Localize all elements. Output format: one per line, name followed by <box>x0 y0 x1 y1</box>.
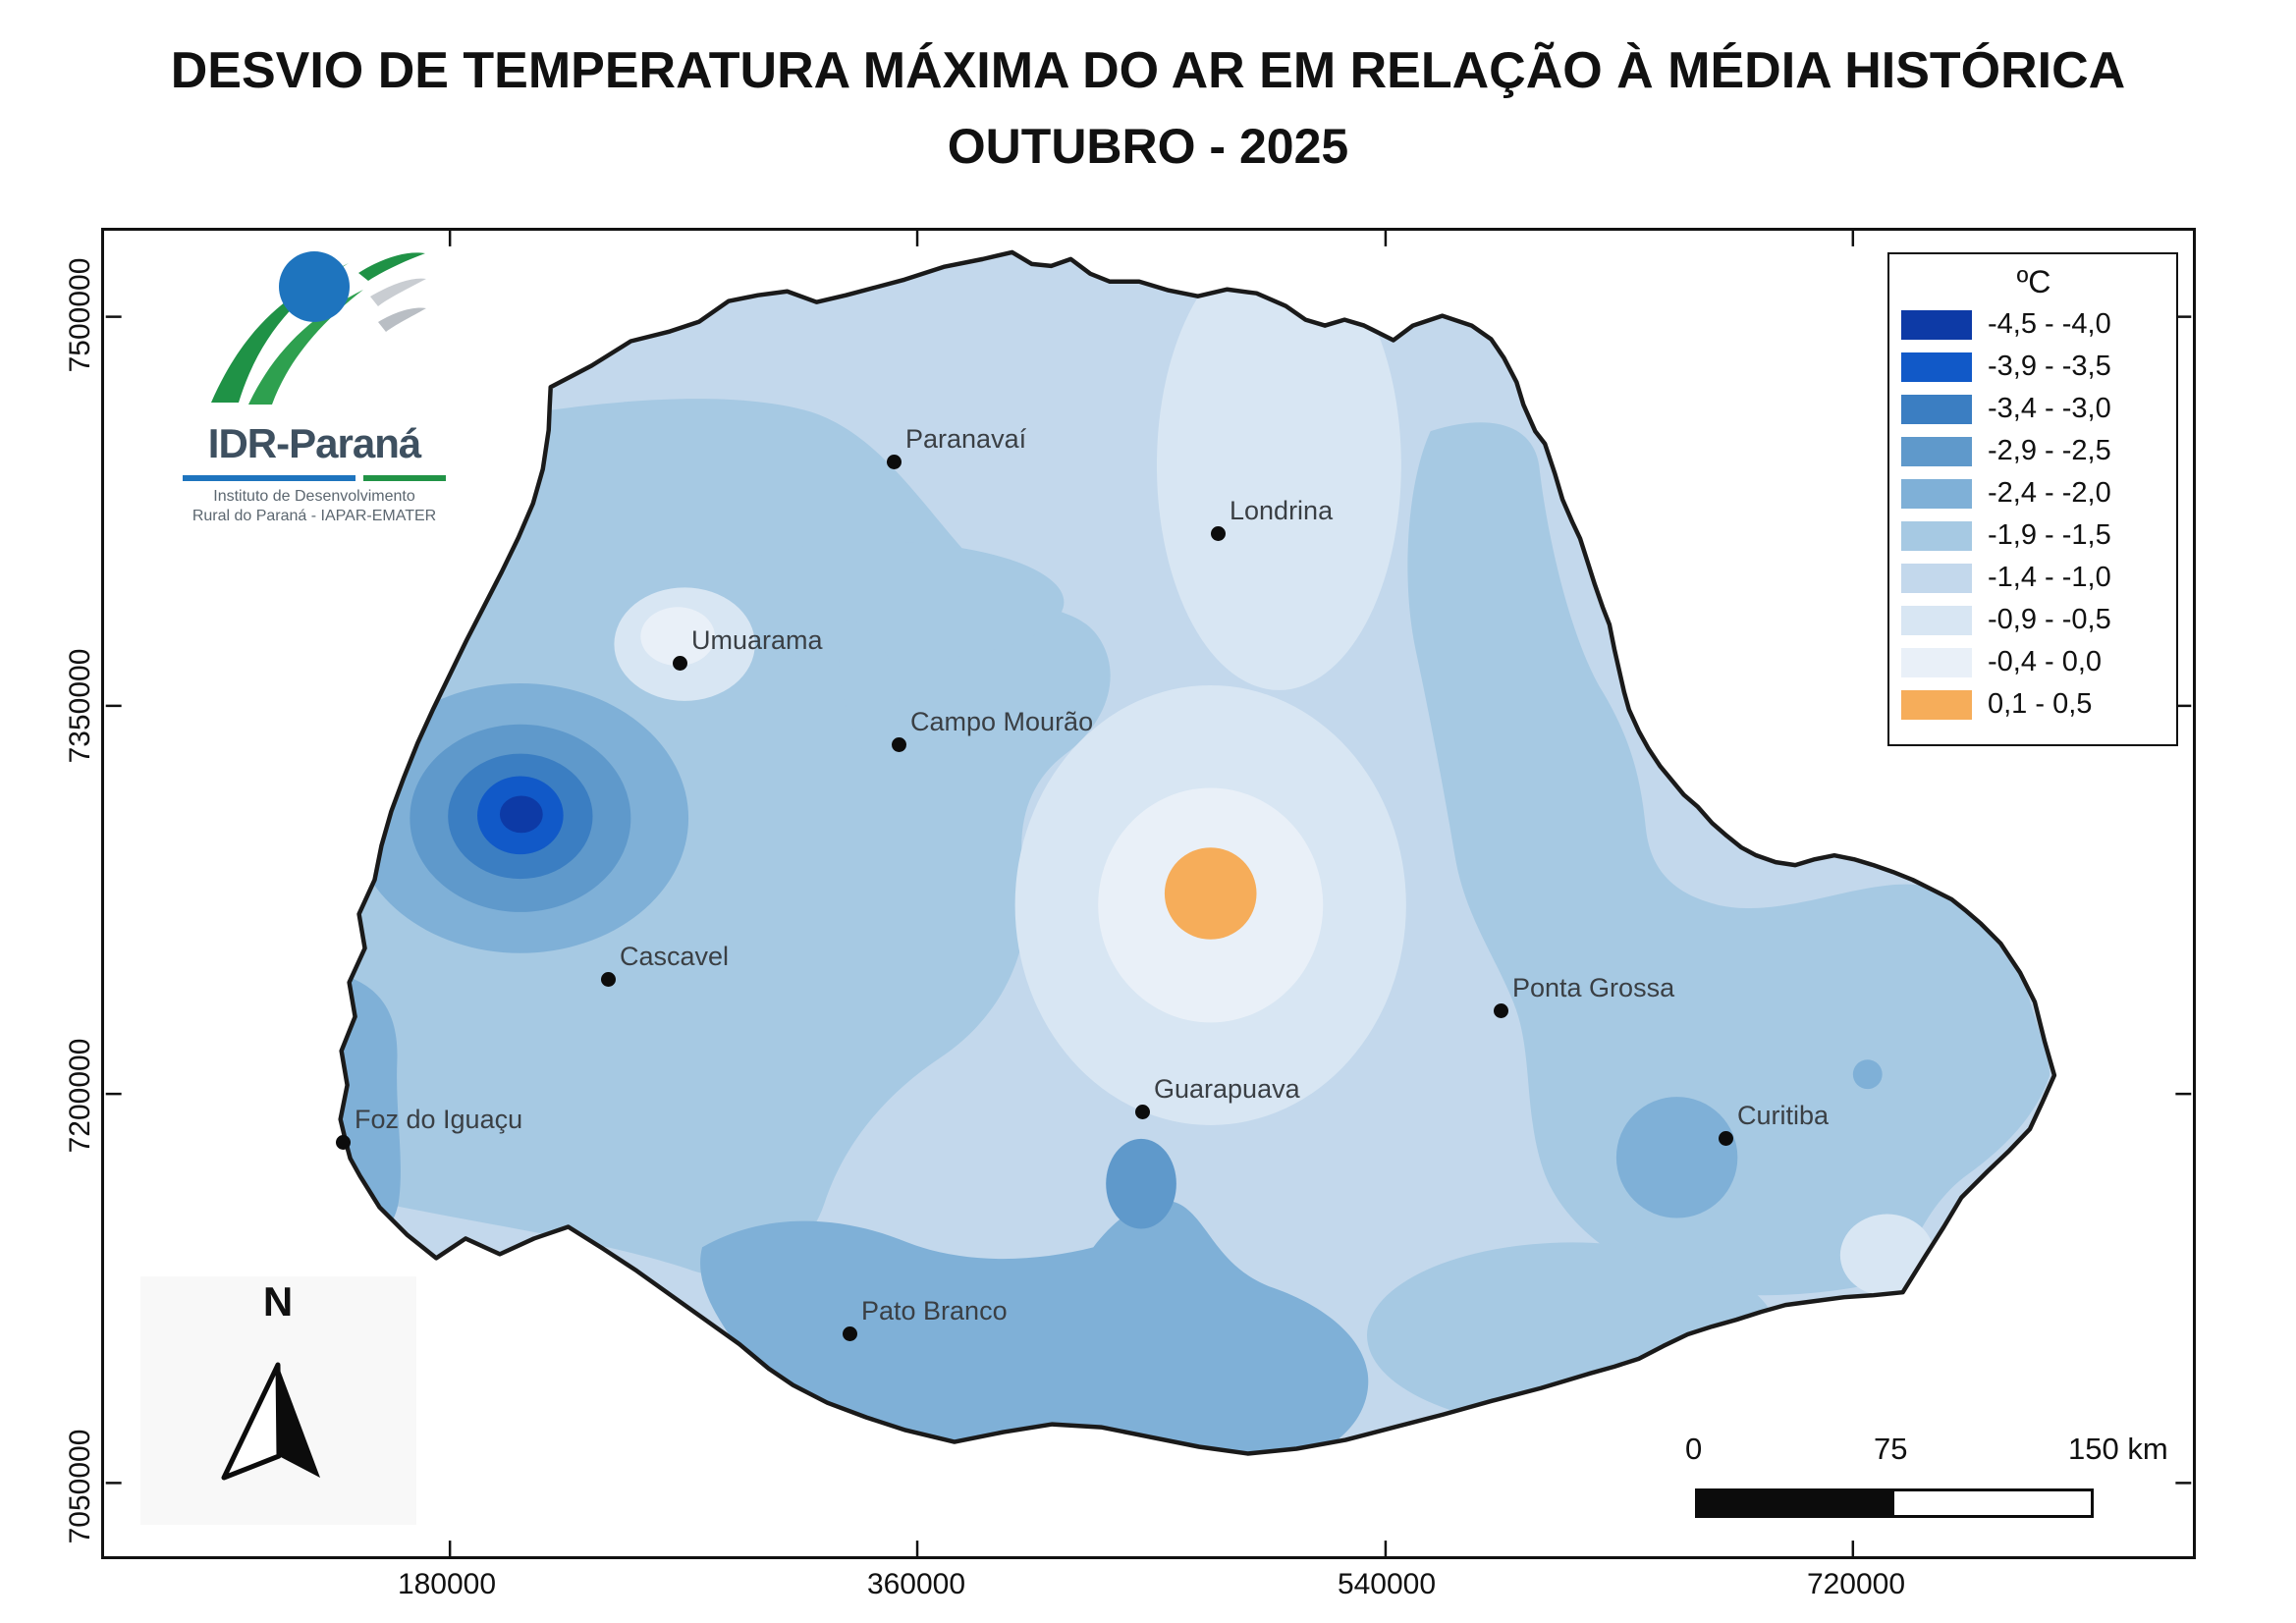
city-label-guarapuava: Guarapuava <box>1154 1074 1300 1104</box>
city-label-curitiba: Curitiba <box>1737 1101 1830 1130</box>
zone-m24-ne-dot <box>1852 1059 1883 1090</box>
city-dot-guarapuava <box>1135 1105 1150 1119</box>
zone-m19-south-strip <box>1367 1242 1778 1429</box>
city-dot-campo-mourao <box>892 737 906 752</box>
legend-swatch-icon <box>1901 478 1972 509</box>
map-frame <box>101 228 2196 1559</box>
city-label-cascavel: Cascavel <box>620 942 730 971</box>
north-arrow-label: N <box>262 1278 294 1325</box>
legend-label: 0,1 - 0,5 <box>1988 688 2093 720</box>
city-label-pato-branco: Pato Branco <box>861 1296 1008 1325</box>
legend-label: -3,4 - -3,0 <box>1988 393 2111 424</box>
zone-m09-se-coastal-patch <box>1839 1214 1935 1297</box>
legend-label: -3,9 - -3,5 <box>1988 351 2111 382</box>
legend-label: -1,9 - -1,5 <box>1988 519 2111 551</box>
logo-subtitle-line1: Instituto de Desenvolvimento <box>213 488 415 505</box>
legend-swatch-icon <box>1901 352 1972 382</box>
logo-bar-green <box>363 475 446 481</box>
zone-m29-guarapuava-blob <box>1106 1138 1176 1229</box>
city-label-umuarama: Umuarama <box>691 625 823 655</box>
legend-swatch-icon <box>1901 647 1972 677</box>
logo-subtitle: Instituto de Desenvolvimento Rural do Pa… <box>157 487 471 526</box>
page-title: DESVIO DE TEMPERATURA MÁXIMA DO AR EM RE… <box>170 42 2126 99</box>
x-axis-label-540000: 540000 <box>1337 1568 1437 1600</box>
scale-bar-label-75: 75 <box>1874 1432 1908 1466</box>
zone-positive-orange-spot <box>1164 847 1257 940</box>
city-dot-curitiba <box>1719 1131 1733 1146</box>
legend-label: -1,4 - -1,0 <box>1988 562 2111 593</box>
page-subtitle: OUTUBRO - 2025 <box>947 119 1349 174</box>
city-dot-umuarama <box>673 656 687 671</box>
legend-label: -4,5 - -4,0 <box>1988 308 2111 340</box>
logo-name: IDR-Paraná <box>207 420 421 466</box>
scale-bar-black-segment <box>1698 1491 1894 1515</box>
scale-bar: 0 75 150 km <box>1685 1432 2168 1518</box>
scale-bar-white-segment <box>1894 1491 2091 1515</box>
logo-divider <box>157 475 471 481</box>
state-outline <box>338 249 2057 1456</box>
zone-m19-north-blob <box>692 541 1065 664</box>
scale-bar-graphic <box>1695 1488 2094 1518</box>
city-dot-ponta-grossa <box>1494 1003 1508 1018</box>
legend-label: -2,9 - -2,5 <box>1988 435 2111 466</box>
legend-label: -0,9 - -0,5 <box>1988 604 2111 635</box>
legend-title: ºC <box>2016 264 2051 299</box>
idr-parana-logo: IDR-Paraná Instituto de Desenvolvimento … <box>157 245 471 526</box>
scale-bar-label-0: 0 <box>1685 1432 1703 1466</box>
logo-subtitle-line2: Rural do Paraná - IAPAR-EMATER <box>191 508 437 524</box>
y-axis-label-7500000: 7500000 <box>64 257 96 373</box>
city-label-campo-mourao: Campo Mourão <box>910 707 1094 736</box>
scale-bar-labels: 0 75 150 km <box>1685 1432 2168 1471</box>
y-axis-label-7350000: 7350000 <box>64 648 96 764</box>
parana-choropleth-map <box>105 231 2192 1556</box>
legend-row: 0,1 - 0,5 <box>1901 683 2176 726</box>
idr-parana-logo-icon <box>211 251 426 405</box>
legend-row: -3,4 - -3,0 <box>1901 388 2176 430</box>
legend-swatch-icon <box>1901 436 1972 466</box>
city-label-ponta-grossa: Ponta Grossa <box>1512 973 1675 1002</box>
city-dot-paranavai <box>887 455 902 469</box>
frame-ticks <box>105 231 2192 1556</box>
city-label-paranavai: Paranavaí <box>905 424 1027 454</box>
scale-bar-label-150: 150 km <box>2068 1432 2168 1466</box>
y-axis-label-7050000: 7050000 <box>64 1429 96 1544</box>
legend-swatch-icon <box>1901 309 1972 340</box>
legend-row: -3,9 - -3,5 <box>1901 346 2176 388</box>
legend-row: -1,4 - -1,0 <box>1901 557 2176 599</box>
zone-m09-londrina-band <box>1156 251 1401 690</box>
city-dot-pato-branco <box>843 1326 857 1341</box>
legend-row: -2,4 - -2,0 <box>1901 472 2176 514</box>
zone-m19-thumb <box>839 617 900 758</box>
legend-row: -0,9 - -0,5 <box>1901 599 2176 641</box>
city-dot-cascavel <box>601 972 616 987</box>
legend: ºC -4,5 - -4,0 -3,9 - -3,5 -3,4 - -3,0 -… <box>1887 252 2178 746</box>
legend-swatch-icon <box>1901 605 1972 635</box>
legend-swatch-icon <box>1901 520 1972 551</box>
legend-row: -4,5 - -4,0 <box>1901 303 2176 346</box>
x-axis-label-360000: 360000 <box>866 1568 966 1600</box>
city-dot-foz-do-iguacu <box>336 1135 351 1150</box>
north-arrow-icon <box>221 1362 320 1481</box>
x-axis-label-180000: 180000 <box>397 1568 497 1600</box>
legend-label: -0,4 - 0,0 <box>1988 646 2103 677</box>
legend-label: -2,4 - -2,0 <box>1988 477 2111 509</box>
legend-row: -1,9 - -1,5 <box>1901 514 2176 557</box>
x-axis-label-720000: 720000 <box>1806 1568 1906 1600</box>
legend-swatch-icon <box>1901 689 1972 720</box>
legend-row: -2,9 - -2,5 <box>1901 430 2176 472</box>
city-label-foz-do-iguacu: Foz do Iguaçu <box>355 1105 523 1134</box>
zone-m19-east <box>1407 422 2050 1296</box>
logo-bar-blue <box>183 475 355 481</box>
legend-swatch-icon <box>1901 394 1972 424</box>
legend-row: -0,4 - 0,0 <box>1901 641 2176 683</box>
zone-m04-umuarama-core <box>640 607 715 667</box>
legend-swatch-icon <box>1901 563 1972 593</box>
city-label-londrina: Londrina <box>1230 496 1334 525</box>
city-dot-londrina <box>1211 526 1226 541</box>
zone-m45-bullseye-core <box>499 795 543 834</box>
zone-m24-curitiba-blob <box>1615 1097 1738 1218</box>
y-axis-label-7200000: 7200000 <box>64 1038 96 1154</box>
